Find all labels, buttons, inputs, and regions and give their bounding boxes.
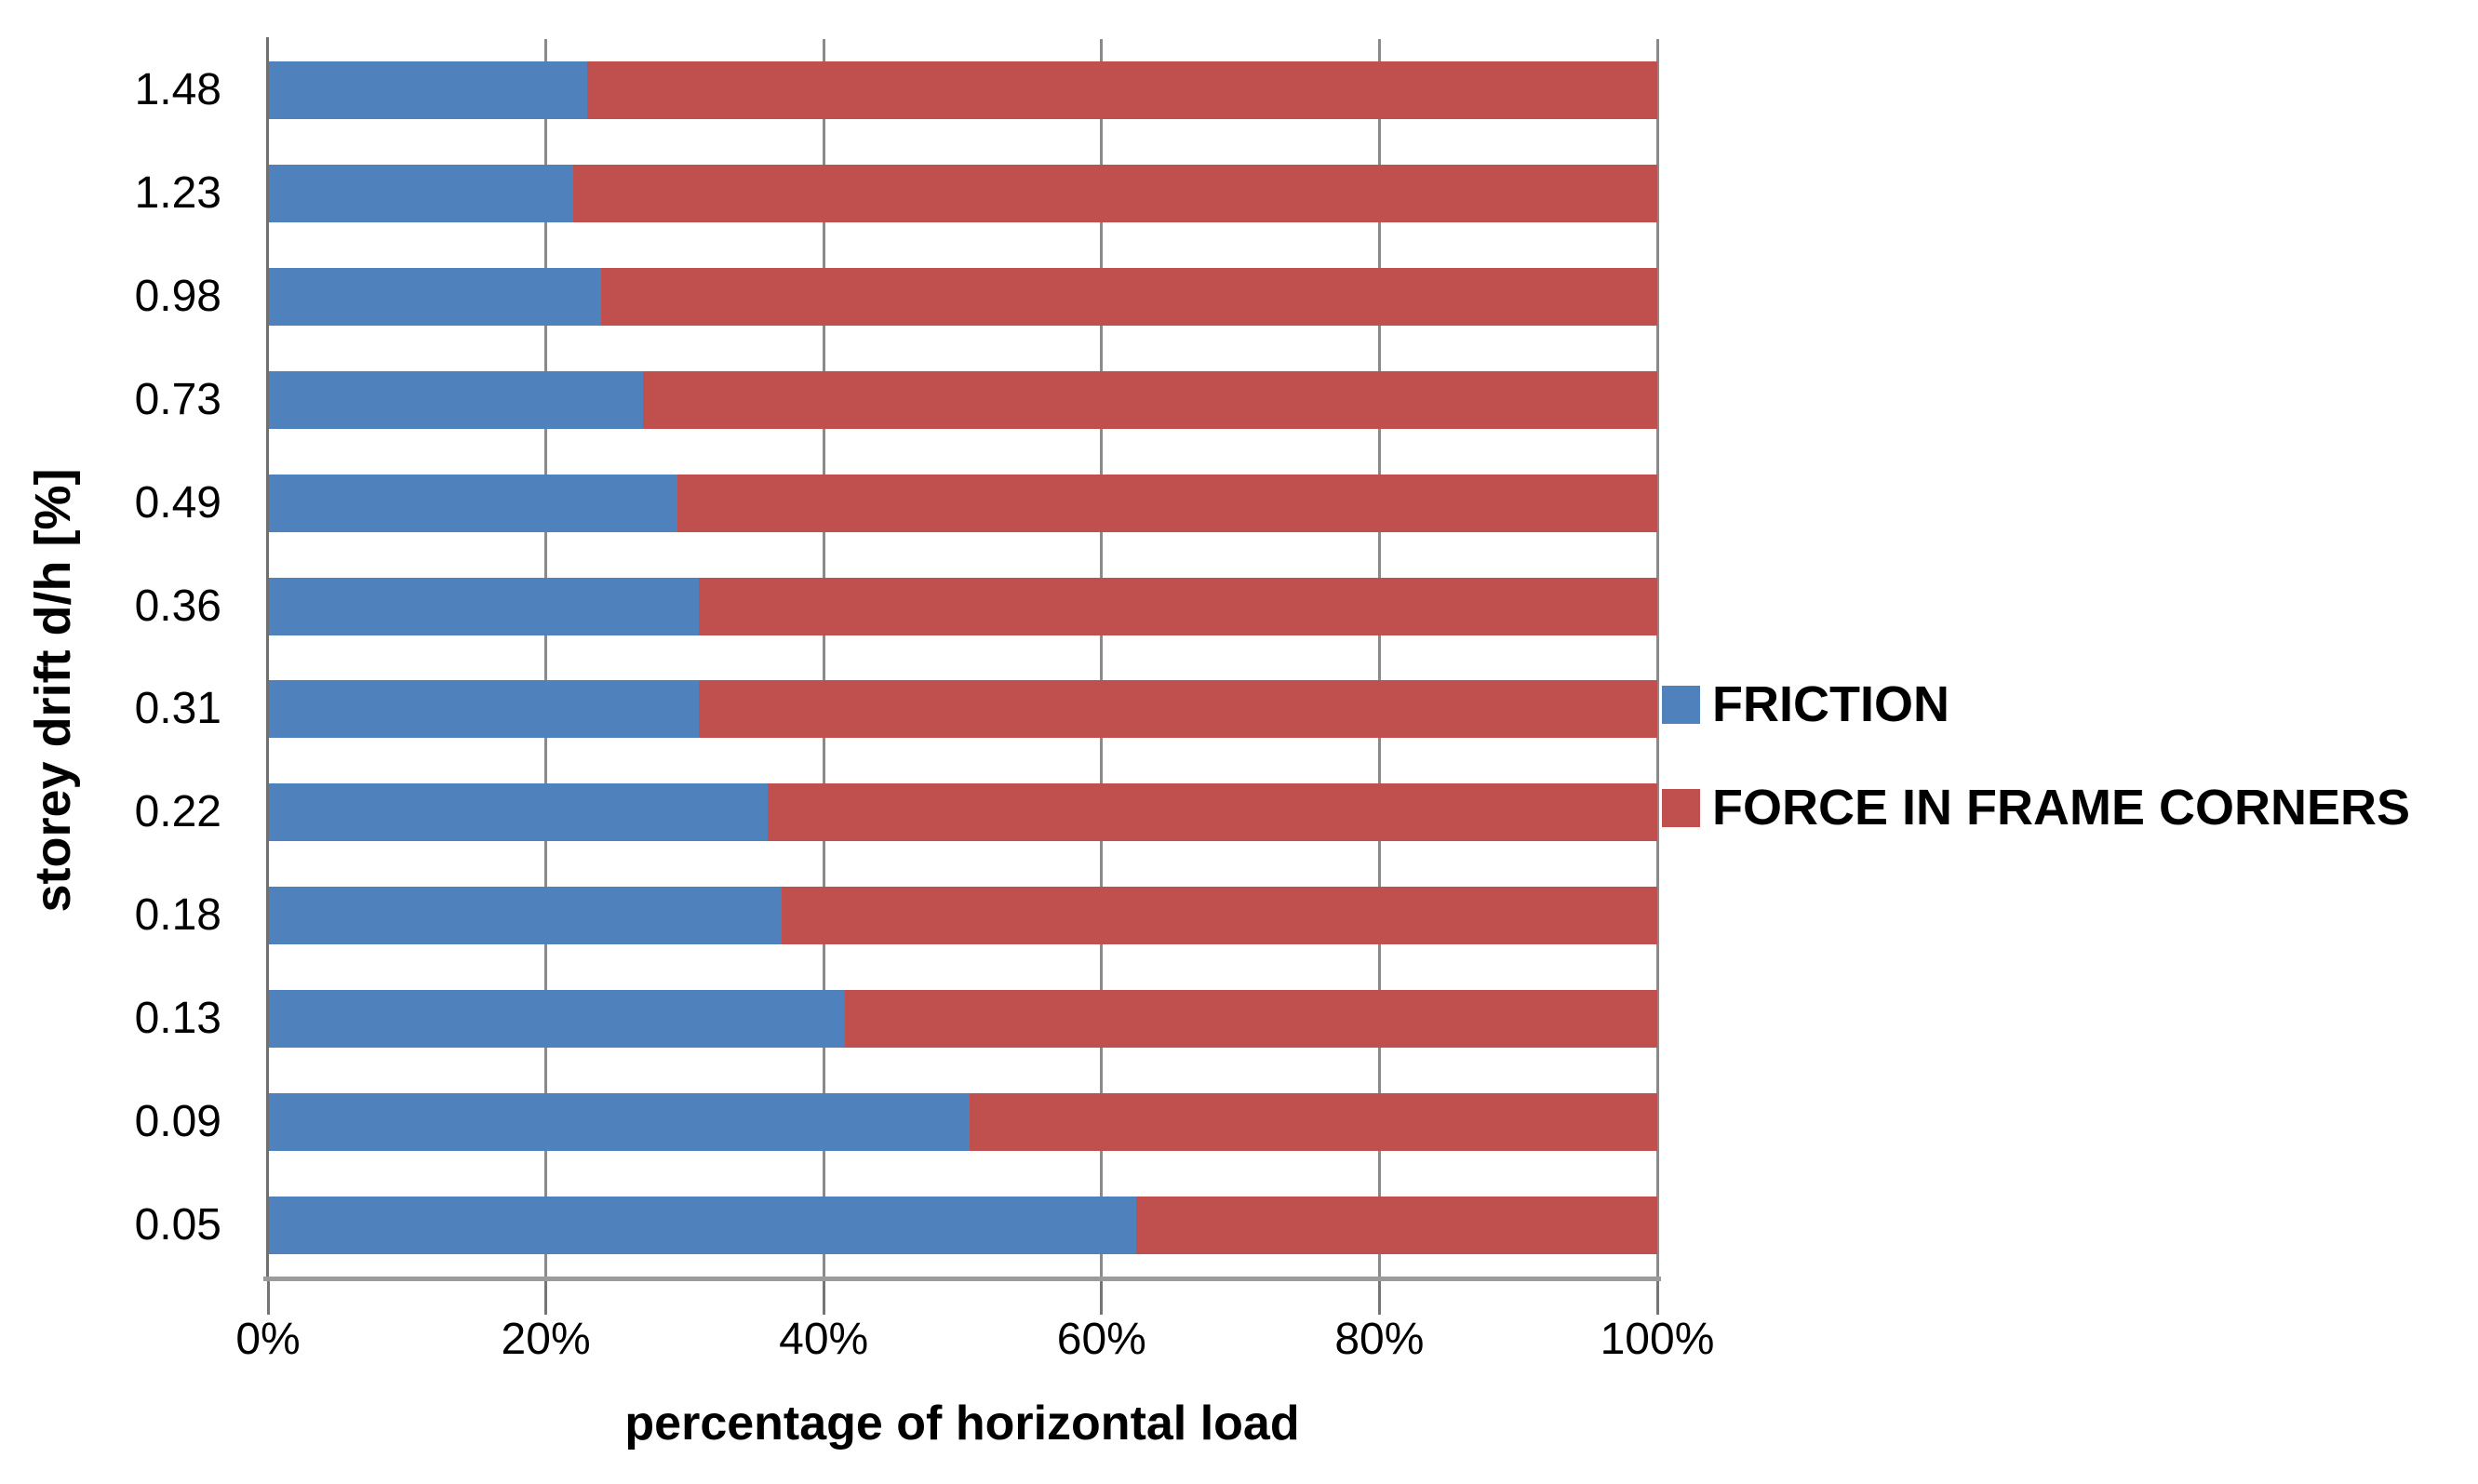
x-tick-40% xyxy=(822,1281,825,1315)
legend-swatch-icon xyxy=(1662,788,1700,827)
category-label-1.23: 1.23 xyxy=(134,168,221,219)
bar-segment-friction xyxy=(268,1196,1137,1254)
x-tick-label-80%: 80% xyxy=(1334,1315,1425,1364)
bar-row-0.13 xyxy=(268,989,1657,1048)
bar-row-0.05 xyxy=(268,1196,1657,1254)
bar-segment-force-in-frame-corners xyxy=(768,783,1657,842)
x-tick-label-20%: 20% xyxy=(501,1315,591,1364)
bar-row-1.23 xyxy=(268,165,1657,223)
bar-row-0.98 xyxy=(268,268,1657,327)
bar-row-0.09 xyxy=(268,1092,1657,1151)
bar-segment-friction xyxy=(268,61,588,120)
bar-segment-friction xyxy=(268,474,678,532)
category-label-0.18: 0.18 xyxy=(134,890,221,941)
bar-segment-friction xyxy=(268,680,699,739)
bar-row-0.22 xyxy=(268,783,1657,842)
bar-row-0.73 xyxy=(268,370,1657,429)
bar-row-0.49 xyxy=(268,474,1657,532)
category-label-0.73: 0.73 xyxy=(134,374,221,424)
y-axis-line xyxy=(266,37,269,1278)
x-tick-label-60%: 60% xyxy=(1056,1315,1146,1364)
bar-segment-friction xyxy=(268,989,845,1048)
bar-row-0.18 xyxy=(268,887,1657,945)
bar-segment-friction xyxy=(268,268,602,327)
category-label-0.36: 0.36 xyxy=(134,581,221,631)
legend-swatch-icon xyxy=(1662,685,1700,724)
bar-segment-force-in-frame-corners xyxy=(573,165,1657,223)
bar-segment-force-in-frame-corners xyxy=(969,1092,1657,1151)
x-tick-100% xyxy=(1655,1281,1659,1315)
gridline-100 xyxy=(1655,39,1659,1277)
bar-segment-force-in-frame-corners xyxy=(844,989,1657,1048)
bar-segment-friction xyxy=(268,783,769,842)
x-tick-label-100%: 100% xyxy=(1600,1315,1715,1364)
bar-segment-force-in-frame-corners xyxy=(601,268,1657,327)
plot-area xyxy=(268,39,1659,1277)
x-tick-label-0%: 0% xyxy=(235,1315,301,1364)
bar-row-1.48 xyxy=(268,61,1657,120)
x-axis-title: percentage of horizontal load xyxy=(624,1397,1300,1451)
bar-segment-friction xyxy=(268,887,783,945)
gridline-80 xyxy=(1377,39,1381,1277)
bar-segment-force-in-frame-corners xyxy=(782,887,1657,945)
x-tick-80% xyxy=(1377,1281,1381,1315)
bar-segment-force-in-frame-corners xyxy=(698,680,1657,739)
x-tick-60% xyxy=(1100,1281,1104,1315)
category-label-0.05: 0.05 xyxy=(134,1199,221,1250)
category-label-0.22: 0.22 xyxy=(134,787,221,837)
bar-segment-friction xyxy=(268,577,699,635)
gridline-40 xyxy=(822,39,825,1277)
category-label-0.49: 0.49 xyxy=(134,477,221,528)
category-label-0.98: 0.98 xyxy=(134,272,221,322)
category-label-0.09: 0.09 xyxy=(134,1096,221,1146)
bar-segment-friction xyxy=(268,370,644,429)
legend-label: FORCE IN FRAME CORNERS xyxy=(1712,780,2411,836)
gridline-20 xyxy=(544,39,548,1277)
bar-segment-friction xyxy=(268,1092,970,1151)
bar-segment-force-in-frame-corners xyxy=(698,577,1657,635)
x-axis-line xyxy=(263,1277,1661,1281)
x-tick-0% xyxy=(266,1281,270,1315)
legend-item-force-in-frame-corners: FORCE IN FRAME CORNERS xyxy=(1662,778,2410,837)
category-label-0.13: 0.13 xyxy=(134,993,221,1043)
gridline-60 xyxy=(1100,39,1104,1277)
bar-segment-friction xyxy=(268,165,574,223)
x-tick-20% xyxy=(544,1281,548,1315)
bar-row-0.36 xyxy=(268,577,1657,635)
bar-segment-force-in-frame-corners xyxy=(1136,1196,1657,1254)
legend-item-friction: FRICTION xyxy=(1662,675,1949,734)
legend-label: FRICTION xyxy=(1712,676,1949,732)
bar-segment-force-in-frame-corners xyxy=(677,474,1657,532)
category-label-1.48: 1.48 xyxy=(134,65,221,115)
x-tick-label-40%: 40% xyxy=(779,1315,869,1364)
bar-row-0.31 xyxy=(268,680,1657,739)
bar-segment-force-in-frame-corners xyxy=(587,61,1657,120)
category-label-0.31: 0.31 xyxy=(134,684,221,734)
bar-segment-force-in-frame-corners xyxy=(643,370,1657,429)
